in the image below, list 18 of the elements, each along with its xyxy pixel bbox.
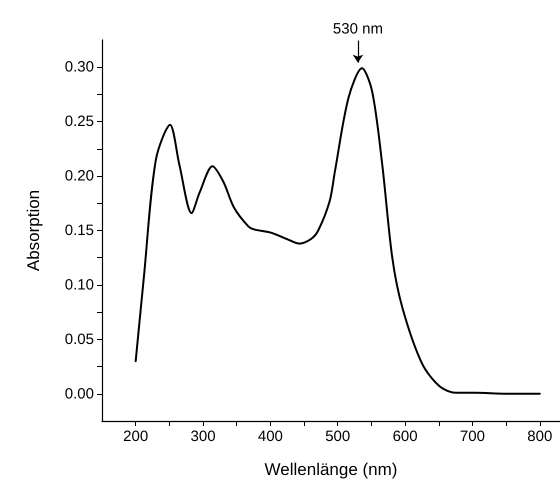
y-tick-label: 0.05 [64,330,94,348]
x-tick-label: 800 [527,428,552,445]
x-tick-label: 500 [325,428,350,445]
x-tick-label: 700 [460,428,485,445]
x-tick-label: 400 [258,428,283,445]
y-tick-label: 0.25 [64,113,94,130]
line-series [134,67,541,395]
y-tick-label: 0.15 [64,222,94,239]
annotation: 530 nm [332,20,383,38]
y-tick-label: 0.20 [64,168,94,185]
x-tick-label: 300 [190,428,216,445]
y-axis-title: Absorption [24,190,43,272]
y-tick-label: 0.00 [64,385,94,402]
x-axis-title: Wellenlänge (nm) [264,460,398,479]
y-tick-label: 0.30 [64,58,94,76]
x-tick-label: 600 [392,428,418,445]
x-tick-label: 200 [123,428,148,445]
y-tick-label: 0.10 [64,276,94,294]
